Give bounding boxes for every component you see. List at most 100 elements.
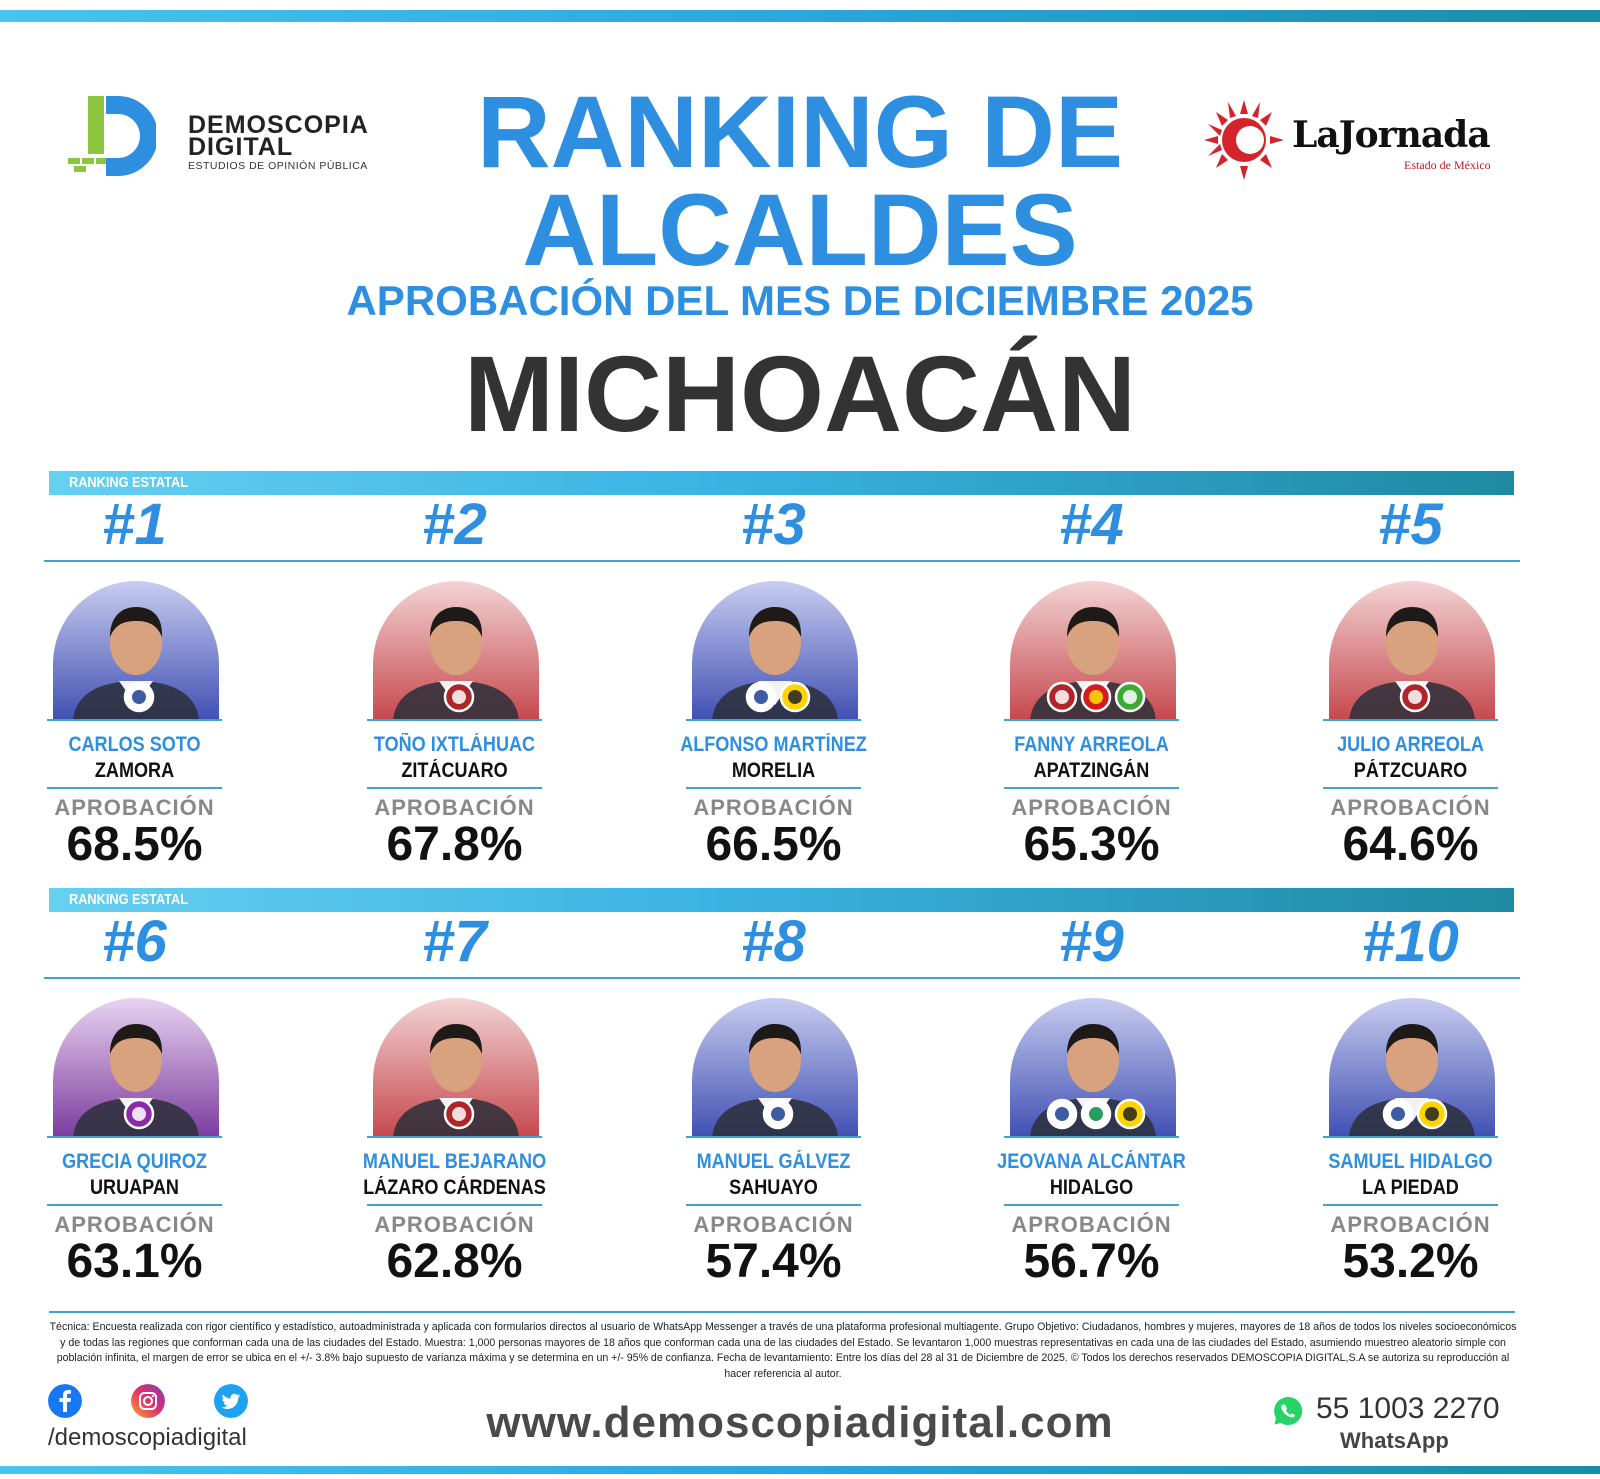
mayor-card: #1 CARLOS SOTO ZAMORA APROBAC [47, 495, 222, 871]
mayor-photo [373, 998, 539, 1138]
mayor-card: #3 ALFONSO MARTÍNEZ MORELIA A [680, 495, 867, 871]
mayor-photo [53, 998, 219, 1138]
approval-value: 53.2% [1342, 1235, 1479, 1288]
mayor-name: TOÑO IXTLÁHUAC [373, 733, 536, 756]
person-silhouette-icon [393, 1024, 519, 1138]
instagram-icon[interactable] [131, 1384, 165, 1418]
mayor-city: APATZINGÁN [1033, 759, 1150, 782]
party-badge-icon [443, 1098, 475, 1130]
card-divider-bottom [1323, 1204, 1498, 1206]
mayor-card: #5 JULIO ARREOLA PÁTZCUARO AP [1323, 495, 1498, 871]
card-divider-top [1323, 719, 1498, 721]
title-line2: ALCALDES [522, 173, 1078, 287]
mayor-photo [373, 581, 539, 721]
state-title: MICHOACÁN [464, 333, 1136, 454]
rank-number: #3 [741, 492, 806, 557]
approval-value: 56.7% [1023, 1235, 1160, 1288]
mayor-card: #7 MANUEL BEJARANO LÁZARO CÁRDENAS [363, 912, 546, 1288]
approval-label: APROBACIÓN [374, 795, 535, 820]
brand-name-line2: DIGITAL [188, 133, 294, 161]
mayor-photo [692, 998, 858, 1138]
party-badge-icon [1114, 681, 1146, 713]
whatsapp-icon[interactable] [1272, 1395, 1304, 1427]
rank-number: #10 [1362, 909, 1459, 974]
card-divider-bottom [47, 787, 222, 789]
mayor-city: URUAPAN [90, 1176, 179, 1199]
approval-value: 65.3% [1023, 818, 1160, 871]
party-badge-icon [123, 1098, 155, 1130]
mayor-photo [53, 581, 219, 721]
lajornada-sub: Estado de México [1404, 158, 1491, 172]
card-divider-top [1004, 719, 1179, 721]
approval-label: APROBACIÓN [1330, 795, 1491, 820]
approval-label: APROBACIÓN [1011, 1212, 1172, 1237]
mayor-name: MANUEL BEJARANO [362, 1150, 547, 1173]
card-divider-top [1323, 1136, 1498, 1138]
approval-label: APROBACIÓN [54, 795, 215, 820]
approval-label: APROBACIÓN [1330, 1212, 1491, 1237]
card-divider-top [686, 719, 861, 721]
section-label: RANKING ESTATAL [69, 474, 188, 491]
approval-value: 67.8% [386, 818, 523, 871]
phone-number[interactable]: 55 1003 2270 [1316, 1392, 1500, 1425]
party-badge-icon [1382, 1098, 1414, 1130]
card-divider-bottom [1004, 787, 1179, 789]
mayor-photo [1010, 581, 1176, 721]
card-divider-top [47, 1136, 222, 1138]
mayor-name: JEOVANA ALCÁNTAR [997, 1150, 1186, 1173]
approval-label: APROBACIÓN [374, 1212, 535, 1237]
approval-value: 62.8% [386, 1235, 523, 1288]
section-bar-2: RANKING ESTATAL [49, 888, 1514, 912]
party-badge-icon [762, 1098, 794, 1130]
lajornada-sun-icon [1204, 100, 1284, 180]
mayor-city: SAHUAYO [729, 1176, 818, 1199]
party-badge-icon [1046, 681, 1078, 713]
approval-value: 68.5% [66, 818, 203, 871]
mayor-card: #2 TOÑO IXTLÁHUAC ZITÁCUARO A [367, 495, 542, 871]
rank-number: #8 [741, 909, 806, 974]
brand-name-line1: DEMOSCOPIA [188, 111, 369, 139]
party-badge-icon [123, 681, 155, 713]
subtitle: APROBACIÓN DEL MES DE DICIEMBRE 2025 [346, 277, 1254, 324]
card-divider-bottom [686, 1204, 861, 1206]
approval-value: 57.4% [705, 1235, 842, 1288]
methodology-note: Técnica: Encuesta realizada con rigor ci… [49, 1321, 1517, 1380]
party-badge-icon [1046, 1098, 1078, 1130]
mayor-name: CARLOS SOTO [68, 733, 201, 756]
card-divider-bottom [1004, 1204, 1179, 1206]
section-label: RANKING ESTATAL [69, 891, 188, 908]
party-badge-icon [443, 681, 475, 713]
brand-tagline: ESTUDIOS DE OPINIÓN PÚBLICA [188, 160, 368, 172]
social-handle[interactable]: /demoscopiadigital [48, 1424, 247, 1451]
top-accent-bar [0, 10, 1600, 22]
card-divider-bottom [47, 1204, 222, 1206]
mayor-name: GRECIA QUIROZ [62, 1150, 207, 1173]
mayor-photo [1329, 998, 1495, 1138]
mayor-card: #9 JEOVANA ALCÁNTAR HIDALGO A [997, 912, 1186, 1288]
card-divider-bottom [1323, 787, 1498, 789]
facebook-icon[interactable] [48, 1384, 82, 1418]
website-link[interactable]: www.demoscopiadigital.com [486, 1398, 1114, 1447]
mayor-name: SAMUEL HIDALGO [1328, 1150, 1493, 1173]
mayor-city: MORELIA [731, 759, 816, 782]
mayor-city: HIDALGO [1049, 1176, 1134, 1199]
card-divider-top [686, 1136, 861, 1138]
demoscopia-name: DEMOSCOPIA DIGITAL [188, 111, 369, 161]
approval-label: APROBACIÓN [693, 1212, 854, 1237]
lajornada-name: LaJornada [1292, 114, 1491, 156]
party-badge-icon [1114, 1098, 1146, 1130]
footer-divider [49, 1311, 1515, 1313]
rank-number: #9 [1059, 909, 1124, 974]
card-divider-top [1004, 1136, 1179, 1138]
card-divider-top [367, 719, 542, 721]
approval-value: 64.6% [1342, 818, 1479, 871]
mayor-photo [692, 581, 858, 721]
mayor-name: JULIO ARREOLA [1337, 733, 1484, 756]
twitter-icon[interactable] [214, 1384, 248, 1418]
mayor-name: FANNY ARREOLA [1014, 733, 1169, 756]
mayor-card: #10 SAMUEL HIDALGO LA PIEDAD [1323, 912, 1498, 1288]
mayor-card: #8 MANUEL GÁLVEZ SAHUAYO APRO [686, 912, 861, 1288]
lajornada-logo: LaJornada Estado de México [1204, 96, 1524, 186]
approval-value: 63.1% [66, 1235, 203, 1288]
party-badge-icon [1399, 681, 1431, 713]
